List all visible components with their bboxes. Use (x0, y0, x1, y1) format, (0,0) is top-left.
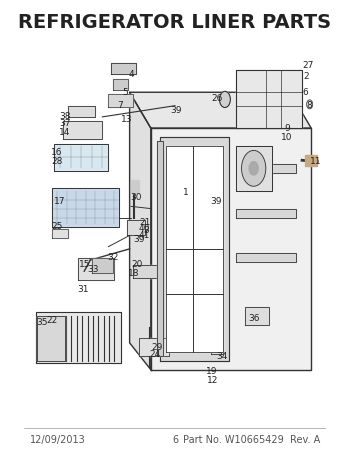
Bar (139, 338, 169, 356)
Text: 38: 38 (59, 112, 70, 121)
Text: 25: 25 (51, 222, 63, 231)
Text: 16: 16 (51, 148, 63, 157)
Bar (37, 316, 64, 361)
Bar (108, 94, 133, 106)
Text: 29: 29 (151, 343, 162, 352)
Text: 41: 41 (139, 231, 150, 240)
Text: 35: 35 (36, 318, 48, 327)
Bar (113, 79, 128, 90)
Bar (236, 164, 296, 173)
Text: 39: 39 (133, 236, 145, 245)
Text: 6: 6 (302, 88, 308, 97)
Text: 36: 36 (248, 314, 259, 323)
Bar (236, 208, 296, 217)
Text: 28: 28 (51, 157, 63, 166)
Text: 30: 30 (130, 193, 141, 202)
Text: 21: 21 (139, 217, 150, 226)
Circle shape (219, 92, 230, 107)
Text: 9: 9 (284, 124, 290, 133)
Text: 39: 39 (171, 106, 182, 115)
Text: 2: 2 (304, 72, 309, 81)
Text: 4: 4 (128, 70, 134, 79)
Text: 8: 8 (307, 101, 313, 110)
Bar (157, 141, 163, 356)
Bar (78, 258, 114, 280)
Bar (305, 155, 317, 166)
Bar (127, 220, 145, 236)
Bar (245, 307, 269, 325)
Text: 20: 20 (132, 260, 143, 269)
Bar (111, 63, 136, 74)
Text: 40: 40 (139, 224, 150, 233)
Polygon shape (151, 128, 311, 370)
Polygon shape (130, 92, 311, 128)
Text: 39: 39 (210, 198, 222, 207)
Text: 6: 6 (172, 435, 178, 445)
Text: 37: 37 (59, 119, 70, 128)
Bar (52, 188, 119, 226)
Bar (133, 265, 157, 278)
Bar (54, 144, 108, 171)
Bar (52, 229, 68, 238)
Text: 31: 31 (77, 284, 89, 294)
Bar (236, 146, 272, 191)
Text: Part No. W10665429  Rev. A: Part No. W10665429 Rev. A (183, 435, 320, 445)
Text: 7: 7 (118, 101, 124, 110)
Text: 34: 34 (216, 352, 228, 361)
Polygon shape (236, 70, 302, 128)
Text: 32: 32 (107, 253, 119, 262)
Text: 17: 17 (54, 198, 66, 207)
Circle shape (307, 100, 313, 109)
Text: 1: 1 (183, 188, 188, 198)
Polygon shape (130, 92, 151, 370)
Text: 12/09/2013: 12/09/2013 (30, 435, 85, 445)
Text: 24: 24 (150, 350, 161, 358)
Text: REFRIGERATOR LINER PARTS: REFRIGERATOR LINER PARTS (19, 14, 331, 33)
Text: 27: 27 (302, 61, 314, 70)
Bar (236, 253, 296, 262)
Polygon shape (160, 137, 230, 361)
Bar (131, 179, 139, 193)
Bar (63, 121, 103, 139)
Text: 18: 18 (128, 269, 140, 278)
Circle shape (249, 162, 258, 175)
Circle shape (241, 150, 266, 186)
Text: 11: 11 (310, 157, 321, 166)
Text: 3: 3 (144, 226, 149, 236)
Text: 13: 13 (121, 115, 132, 124)
Polygon shape (166, 146, 223, 352)
Text: 22: 22 (47, 316, 58, 325)
Bar (92, 258, 113, 274)
Text: 33: 33 (88, 265, 99, 274)
Bar (36, 312, 120, 363)
Text: 14: 14 (59, 128, 70, 137)
Bar (211, 314, 223, 354)
Bar (68, 106, 95, 117)
Text: 5: 5 (122, 88, 128, 97)
Text: 15: 15 (78, 260, 90, 269)
Text: 12: 12 (207, 376, 218, 386)
Text: 10: 10 (281, 133, 293, 141)
Text: 19: 19 (205, 367, 217, 376)
Text: 26: 26 (212, 95, 223, 103)
